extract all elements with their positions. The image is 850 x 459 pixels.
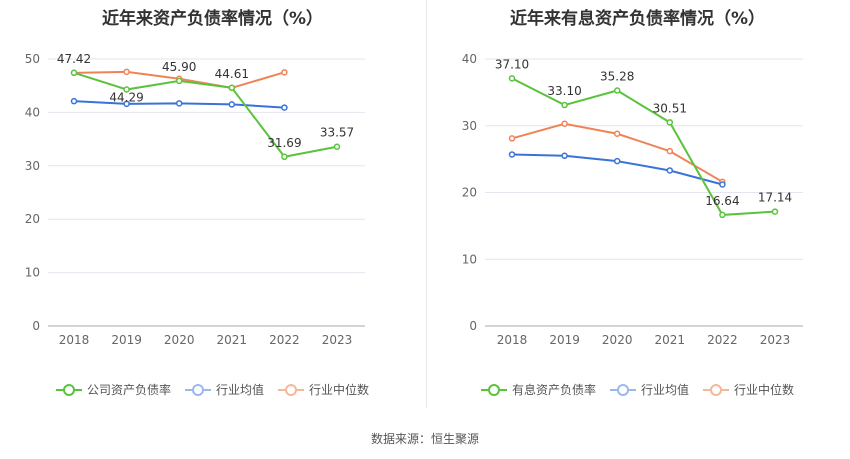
data-point-industry-average [175, 100, 183, 107]
x-tick-label: 2018 [59, 333, 90, 347]
y-tick-label: 20 [25, 212, 40, 226]
data-label: 44.61 [215, 67, 249, 81]
y-tick-label: 30 [25, 159, 40, 173]
data-point-company [561, 101, 568, 109]
data-point-industry-median [666, 147, 674, 155]
data-label: 17.14 [758, 191, 792, 205]
x-tick-label: 2021 [217, 333, 248, 347]
y-tick-label: 50 [25, 52, 40, 66]
data-label: 35.28 [600, 70, 634, 84]
data-point-industry-average [123, 100, 130, 108]
panel-divider [426, 0, 427, 408]
legend-label: 有息资产负债率 [511, 383, 596, 397]
y-tick-label: 40 [25, 105, 40, 119]
data-point-industry-average [561, 152, 568, 160]
legend-swatch-icon [55, 383, 82, 397]
data-point-industry-average [666, 167, 674, 174]
data-point-industry-average [719, 181, 726, 188]
chart-legend: 有息资产负债率 行业均值 行业中位数 [425, 381, 850, 398]
data-point-industry-average [281, 104, 288, 111]
data-label: 30.51 [653, 101, 687, 115]
data-point-industry-median [281, 69, 288, 76]
data-point-industry-average [70, 97, 78, 105]
data-source-note: 数据来源：恒生聚源 [370, 432, 479, 446]
data-point-company [281, 153, 288, 161]
data-point-company [333, 143, 341, 150]
legend-swatch-icon [278, 383, 304, 397]
data-point-company [123, 86, 130, 93]
y-tick-label: 40 [462, 52, 477, 66]
chart-legend: 公司资产负债率 行业均值 行业中位数 [0, 381, 425, 398]
y-tick-label: 10 [462, 252, 477, 266]
data-label: 45.90 [162, 60, 196, 74]
legend-item-company[interactable]: 公司资产负债率 [55, 381, 171, 398]
data-point-company [175, 77, 183, 85]
line-chart-interest-debt-ratio: 0 10 20 30 40 2018 2019 2020 2021 2022 2023 37.10 33… [462, 52, 803, 347]
legend-swatch-icon [184, 383, 211, 397]
x-tick-label: 2023 [760, 333, 791, 347]
y-tick-label: 20 [462, 186, 477, 200]
data-label: 37.10 [495, 57, 529, 71]
legend-item-industry-median[interactable]: 行业中位数 [278, 381, 369, 398]
data-point-company [228, 84, 236, 92]
y-tick-label: 10 [25, 266, 40, 280]
y-tick-label: 30 [462, 119, 477, 133]
data-point-industry-median [508, 135, 516, 142]
data-point-company [666, 119, 674, 126]
x-tick-label: 2023 [322, 333, 353, 347]
chart-title: 近年来有息资产负债率情况（%） [509, 9, 766, 29]
data-point-company [508, 75, 516, 82]
data-point-industry-median [613, 130, 621, 138]
x-tick-label: 2018 [497, 333, 528, 347]
legend-item-industry-average[interactable]: 行业均值 [609, 381, 689, 398]
y-tick-label: 0 [469, 319, 477, 333]
x-tick-label: 2022 [269, 333, 300, 347]
data-point-industry-average [613, 157, 621, 165]
data-point-company [771, 208, 779, 215]
x-tick-label: 2019 [549, 333, 580, 347]
legend-swatch-icon [609, 383, 636, 397]
chart-title: 近年来资产负债率情况（%） [101, 9, 324, 29]
chart-panel-debt-ratio: 近年来资产负债率情况（%） 0 10 20 30 40 50 2018 2019 2020 202… [0, 0, 425, 420]
legend-swatch-icon [480, 383, 507, 397]
data-label: 33.10 [547, 84, 581, 98]
legend-item-industry-median[interactable]: 行业中位数 [703, 381, 794, 398]
legend-label: 行业中位数 [734, 383, 795, 397]
legend-label: 行业均值 [640, 383, 689, 397]
legend-item-company[interactable]: 有息资产负债率 [480, 381, 596, 398]
data-label: 33.57 [320, 126, 354, 140]
data-point-company [70, 69, 78, 77]
line-chart-debt-ratio: 0 10 20 30 40 50 2018 2019 2020 2021 2022 2023 47.42… [25, 52, 365, 347]
legend-label: 行业中位数 [309, 383, 370, 397]
series-line-company [73, 71, 338, 158]
legend-label: 行业均值 [215, 383, 264, 397]
x-tick-label: 2019 [111, 333, 142, 347]
data-point-company [719, 211, 726, 219]
data-point-industry-median [123, 68, 130, 76]
data-label: 16.64 [705, 194, 739, 208]
legend-item-industry-average[interactable]: 行业均值 [184, 381, 264, 398]
x-tick-label: 2020 [602, 333, 633, 347]
y-tick-label: 0 [32, 319, 40, 333]
x-tick-label: 2020 [164, 333, 195, 347]
data-point-industry-median [561, 120, 568, 127]
data-point-industry-average [228, 101, 236, 108]
data-label: 31.69 [267, 136, 301, 150]
data-label: 44.29 [109, 90, 143, 104]
legend-swatch-icon [703, 383, 729, 397]
legend-label: 公司资产负债率 [86, 383, 171, 397]
chart-panel-interest-debt-ratio: 近年来有息资产负债率情况（%） 0 10 20 30 40 2018 2019 2020 202… [425, 0, 850, 420]
data-label: 47.42 [57, 52, 91, 66]
data-point-industry-average [508, 151, 516, 158]
data-point-company [613, 87, 621, 94]
x-tick-label: 2022 [707, 333, 738, 347]
x-tick-label: 2021 [655, 333, 686, 347]
series-line-company [511, 77, 776, 216]
